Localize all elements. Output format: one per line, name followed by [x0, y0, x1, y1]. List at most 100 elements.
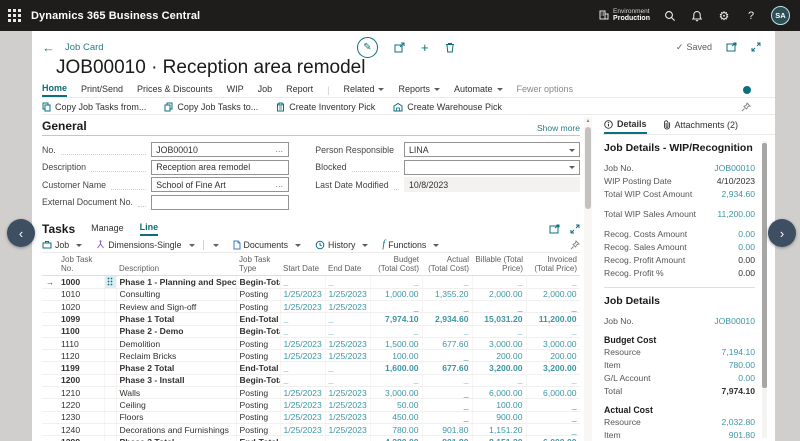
- cell-budget-total-cost[interactable]: 7,974.10: [370, 312, 423, 326]
- column-header-end-date[interactable]: End Date: [325, 254, 370, 277]
- cell-budget-total-cost[interactable]: _: [370, 275, 423, 289]
- cell-invoiced-total-price[interactable]: _: [526, 411, 580, 424]
- row-arrow-cell[interactable]: [42, 300, 58, 314]
- ribbon-menu-reports[interactable]: Reports: [398, 84, 440, 96]
- ribbon-tab-report[interactable]: Report: [286, 84, 314, 94]
- drag-handle-icon[interactable]: [104, 275, 117, 289]
- factbox-value[interactable]: 0.00: [738, 241, 755, 252]
- row-arrow-cell[interactable]: [42, 312, 58, 326]
- toolbar-functions-button[interactable]: f Functions: [382, 239, 440, 250]
- cell-billable-total-price[interactable]: _: [472, 275, 527, 289]
- breadcrumb[interactable]: Job Card: [65, 41, 104, 53]
- cell-job-task-no[interactable]: 1110: [58, 337, 105, 351]
- cell-billable-total-price[interactable]: 6,000.00: [472, 386, 527, 400]
- cell-job-task-no[interactable]: 1099: [58, 312, 105, 326]
- cell-description[interactable]: Phase 1 Total: [116, 312, 237, 326]
- fewer-options-button[interactable]: Fewer options: [516, 84, 574, 94]
- ribbon-menu-related[interactable]: Related: [343, 84, 385, 96]
- cell-actual-total-cost[interactable]: _: [422, 398, 473, 412]
- grid-pin-icon[interactable]: [570, 239, 580, 250]
- table-row-1120[interactable]: 1120 Reclaim Bricks Posting 1/25/2023 1/25/2…: [42, 349, 580, 363]
- cell-description[interactable]: Demolition: [116, 337, 237, 351]
- cell-description[interactable]: Ceiling: [116, 398, 237, 412]
- notifications-bell-icon[interactable]: [690, 9, 704, 23]
- cell-invoiced-total-price[interactable]: _: [526, 325, 580, 338]
- cell-job-task-no[interactable]: 1299: [58, 435, 105, 441]
- pin-icon[interactable]: [741, 101, 751, 112]
- ribbon-menu-automate[interactable]: Automate: [454, 84, 503, 96]
- factbox-scrollbar[interactable]: [762, 141, 767, 438]
- cell-start-date[interactable]: _: [280, 361, 326, 375]
- cell-job-task-no[interactable]: 1240: [58, 423, 105, 437]
- row-handle-cell[interactable]: [104, 337, 117, 351]
- action-create-warehouse-pick-button[interactable]: Create Warehouse Pick: [393, 102, 502, 112]
- field-input-blocked[interactable]: [404, 159, 580, 175]
- lookup-ellipsis-button[interactable]: …: [275, 145, 285, 155]
- row-handle-cell[interactable]: [104, 386, 117, 400]
- cell-actual-total-cost[interactable]: _: [422, 386, 473, 400]
- cell-end-date[interactable]: 1/25/2023: [325, 349, 371, 363]
- cell-description[interactable]: Phase 2 - Demo: [116, 325, 237, 338]
- cell-job-task-type[interactable]: Posting: [236, 337, 281, 351]
- table-row-1299[interactable]: 1299Phase 3 TotalEnd-Total__4,280.00901.…: [42, 435, 580, 441]
- cell-budget-total-cost[interactable]: 1,600.00: [370, 361, 423, 375]
- cell-actual-total-cost[interactable]: _: [422, 374, 473, 388]
- collapse-focus-icon[interactable]: [751, 42, 761, 52]
- back-arrow-icon[interactable]: ←: [42, 39, 55, 55]
- toolbar-job-button[interactable]: Job: [42, 240, 83, 250]
- cell-invoiced-total-price[interactable]: 6,000.00: [526, 435, 580, 441]
- table-row-1099[interactable]: 1099 Phase 1 Total End-Total _ _ 7,974.10 2,93…: [42, 312, 580, 326]
- row-handle-cell[interactable]: [104, 312, 117, 326]
- cell-job-task-type[interactable]: Posting: [236, 386, 281, 400]
- cell-billable-total-price[interactable]: _: [472, 325, 527, 338]
- cell-budget-total-cost[interactable]: 1,500.00: [370, 337, 423, 351]
- ribbon-tab-wip[interactable]: WIP: [226, 84, 244, 94]
- cell-invoiced-total-price[interactable]: _: [526, 374, 580, 388]
- row-handle-cell[interactable]: [104, 288, 117, 301]
- cell-actual-total-cost[interactable]: _: [422, 349, 473, 363]
- cell-end-date[interactable]: 1/25/2023: [325, 411, 371, 424]
- open-in-new-window-icon[interactable]: [726, 42, 737, 52]
- cell-budget-total-cost[interactable]: _: [370, 325, 423, 338]
- table-row-1230[interactable]: 1230 Floors Posting 1/25/2023 1/25/2023 450.0…: [42, 411, 580, 424]
- row-arrow-cell[interactable]: [42, 411, 58, 424]
- factbox-value[interactable]: 0.00: [738, 228, 755, 239]
- share-grid-icon[interactable]: [549, 224, 560, 234]
- toolbar-history-button[interactable]: History: [315, 240, 369, 250]
- delete-trash-icon[interactable]: [445, 42, 455, 53]
- column-header-job-task-type[interactable]: Job Task Type: [236, 254, 280, 277]
- cell-invoiced-total-price[interactable]: 11,200.00: [526, 312, 580, 326]
- cell-invoiced-total-price[interactable]: _: [526, 275, 580, 289]
- cell-invoiced-total-price[interactable]: 200.00: [526, 349, 580, 363]
- cell-billable-total-price[interactable]: 1,151.20: [472, 423, 527, 437]
- cell-end-date[interactable]: 1/25/2023: [325, 288, 371, 301]
- cell-start-date[interactable]: 1/25/2023: [280, 398, 326, 412]
- show-more-link[interactable]: Show more: [537, 123, 580, 133]
- cell-billable-total-price[interactable]: _: [472, 374, 527, 388]
- cell-job-task-no[interactable]: 1020: [58, 300, 105, 314]
- cell-billable-total-price[interactable]: 8,151.20: [472, 435, 527, 441]
- selected-row-arrow-icon[interactable]: →: [42, 275, 58, 289]
- ribbon-tab-home[interactable]: Home: [42, 83, 68, 97]
- action-create-inventory-pick-button[interactable]: Create Inventory Pick: [276, 102, 375, 112]
- tasks-section-title[interactable]: Tasks: [42, 221, 76, 236]
- row-arrow-cell[interactable]: [42, 374, 58, 388]
- cell-start-date[interactable]: _: [280, 275, 326, 289]
- factbox-value[interactable]: 901.80: [728, 429, 755, 440]
- cell-job-task-type[interactable]: Posting: [236, 398, 281, 412]
- cell-end-date[interactable]: 1/25/2023: [325, 300, 371, 314]
- table-row-1010[interactable]: 1010 Consulting Posting 1/25/2023 1/25/2023 1…: [42, 288, 580, 301]
- cell-actual-total-cost[interactable]: 1,355.20: [422, 288, 473, 301]
- cell-invoiced-total-price[interactable]: 3,200.00: [526, 361, 580, 375]
- cell-description[interactable]: Reclaim Bricks: [116, 349, 237, 363]
- factbox-value[interactable]: 7,194.10: [721, 346, 755, 357]
- factbox-value[interactable]: 0.00: [738, 372, 755, 383]
- cell-actual-total-cost[interactable]: 677.60: [422, 361, 473, 375]
- cell-job-task-type[interactable]: Posting: [236, 411, 281, 424]
- factbox-value[interactable]: 11,200.00: [717, 208, 755, 219]
- tasks-tab-line[interactable]: Line: [139, 222, 159, 236]
- cell-job-task-type[interactable]: End-Total: [236, 435, 281, 441]
- row-handle-cell[interactable]: [104, 349, 117, 363]
- tasks-tab-manage[interactable]: Manage: [91, 222, 124, 233]
